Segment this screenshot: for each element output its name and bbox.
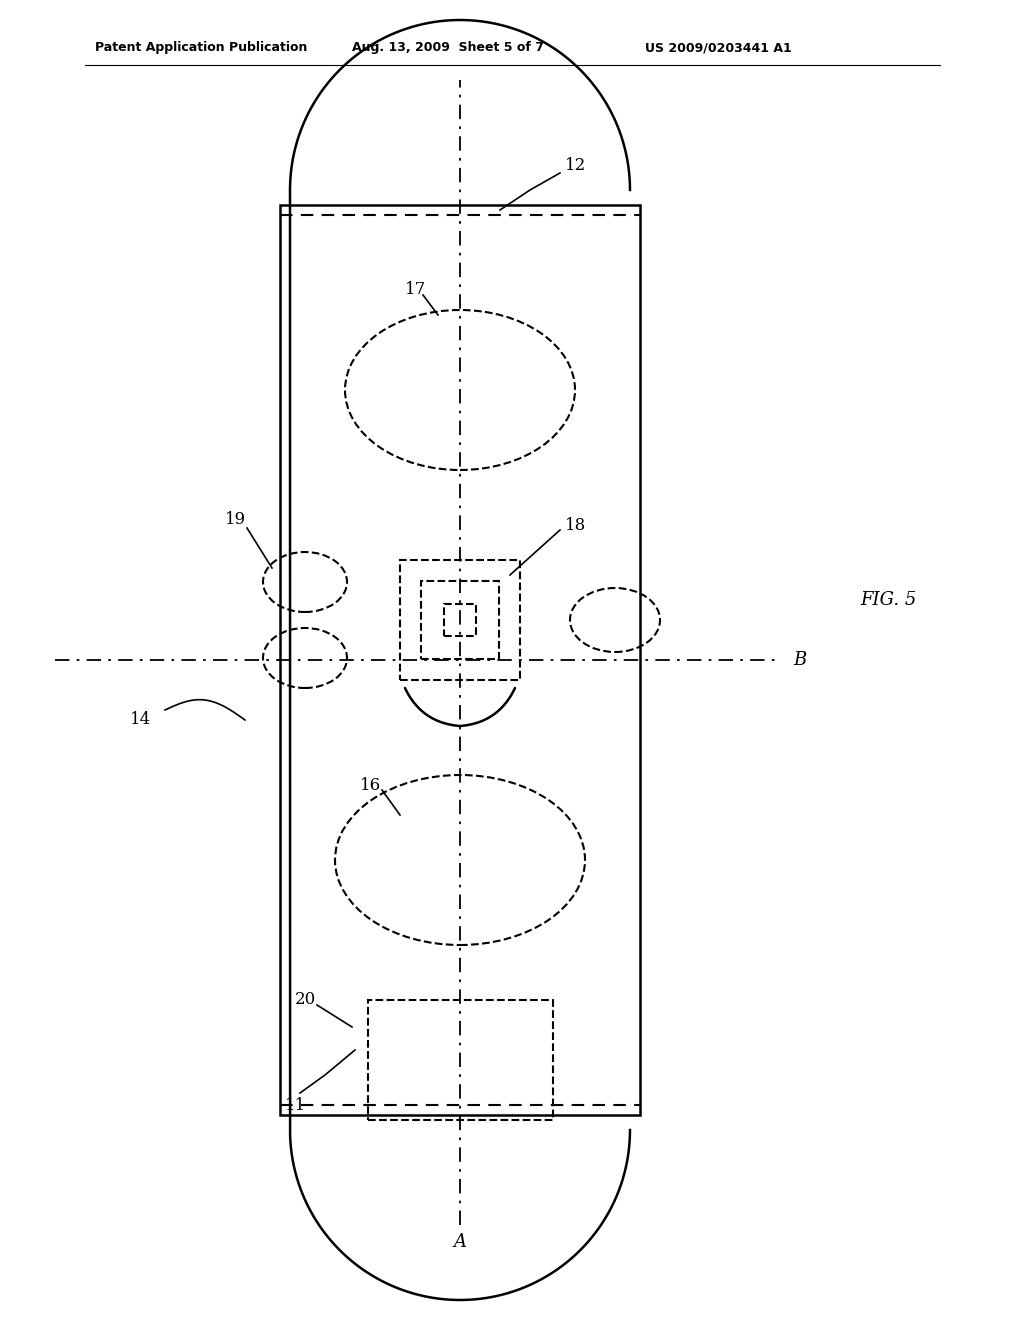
Text: 16: 16: [360, 776, 381, 793]
Bar: [368, 1001, 553, 1119]
Text: 11: 11: [285, 1097, 306, 1114]
Text: Aug. 13, 2009  Sheet 5 of 7: Aug. 13, 2009 Sheet 5 of 7: [352, 41, 544, 54]
Bar: [421, 581, 499, 659]
Bar: [444, 605, 476, 636]
Bar: [280, 205, 640, 1115]
Text: B: B: [793, 651, 806, 669]
Text: 17: 17: [406, 281, 426, 298]
Text: FIG. 5: FIG. 5: [860, 591, 916, 609]
Bar: [400, 560, 520, 680]
Text: 19: 19: [225, 511, 246, 528]
Text: Patent Application Publication: Patent Application Publication: [95, 41, 307, 54]
Text: A: A: [454, 1233, 467, 1251]
Text: 18: 18: [565, 516, 587, 533]
Text: 14: 14: [130, 711, 152, 729]
Text: 20: 20: [295, 991, 316, 1008]
Text: US 2009/0203441 A1: US 2009/0203441 A1: [645, 41, 792, 54]
Text: 12: 12: [565, 157, 587, 173]
